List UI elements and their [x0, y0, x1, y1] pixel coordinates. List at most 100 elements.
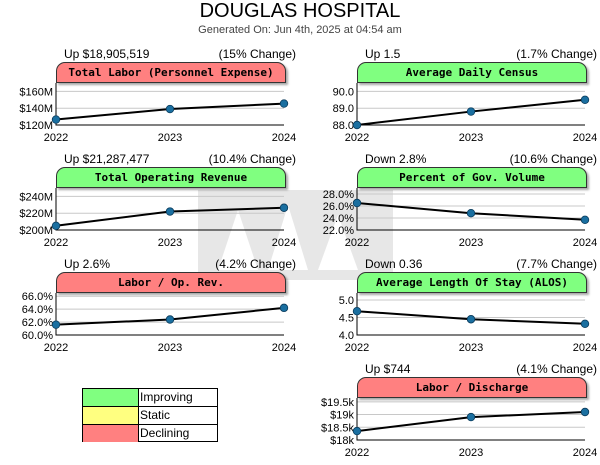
legend-item-declining: Declining [83, 425, 217, 442]
change-percent: (1.7% Change) [516, 47, 597, 61]
x-tick-label: 2022 [345, 447, 369, 459]
chart-panel-percent-gov-volume: Down 2.8% (10.6% Change) Percent of Gov.… [323, 152, 597, 254]
chart-plot: 28.0%26.0%24.0%22.0%2022 2023 2024 [323, 188, 597, 249]
x-tick-label: 2024 [573, 132, 597, 144]
change-percent: (10.4% Change) [208, 152, 296, 166]
y-tick-label: $160M [19, 86, 53, 98]
x-tick-label: 2024 [573, 237, 597, 249]
y-tick-label: $240M [19, 191, 53, 203]
data-point [352, 426, 362, 436]
change-summary: Down 2.8% [365, 152, 427, 166]
x-tick-label: 2022 [44, 132, 68, 144]
y-tick-label: 24.0% [323, 213, 354, 225]
chart-title: Total Labor (Personnel Expense) [56, 62, 286, 83]
data-point [580, 95, 590, 104]
data-point [165, 207, 175, 216]
x-tick-label: 2023 [459, 132, 483, 144]
chart-panel-average-daily-census: Up 1.5 (1.7% Change) Average Daily Censu… [333, 47, 598, 149]
data-point [279, 203, 289, 212]
data-point [580, 319, 590, 329]
y-tick-label: $120M [19, 120, 53, 132]
change-summary: Up 1.5 [365, 47, 401, 61]
change-percent: (7.7% Change) [516, 257, 597, 271]
chart-title: Percent of Gov. Volume [357, 167, 587, 188]
y-tick-label: 5.0 [339, 295, 354, 307]
data-point [466, 412, 476, 422]
y-tick-label: 4.5 [339, 313, 354, 325]
x-tick-label: 2022 [44, 237, 68, 249]
y-tick-label: 28.0% [323, 189, 354, 201]
legend-item-static: Static [83, 407, 217, 425]
y-tick-label: 22.0% [323, 225, 354, 237]
data-point [466, 107, 476, 116]
chart-panel-alos: Down 0.36 (7.7% Change) Average Length O… [339, 257, 598, 359]
x-tick-label: 2024 [272, 342, 296, 354]
data-point [580, 407, 590, 417]
chart-title: Average Daily Census [357, 62, 587, 83]
axis [356, 398, 585, 441]
axis [356, 293, 585, 336]
generated-timestamp: Generated On: Jun 4th, 2025 at 04:54 am [198, 24, 402, 36]
change-summary: Up $744 [365, 362, 411, 376]
x-tick-label: 2024 [573, 447, 597, 459]
y-tick-label: $220M [19, 208, 53, 220]
y-tick-label: 89.0 [333, 103, 354, 115]
legend-item-improving: Improving [83, 389, 217, 407]
change-percent: (4.2% Change) [215, 257, 296, 271]
y-tick-label: $140M [19, 103, 53, 115]
x-tick-label: 2024 [272, 237, 296, 249]
legend-swatch [83, 407, 139, 424]
change-summary: Up $18,905,519 [64, 47, 150, 61]
data-point [352, 198, 362, 208]
x-tick-label: 2024 [272, 132, 296, 144]
y-tick-label: 64.0% [22, 304, 53, 316]
change-percent: (4.1% Change) [516, 362, 597, 376]
data-point [279, 303, 289, 313]
data-point [466, 315, 476, 324]
data-point [352, 307, 362, 316]
page-title: DOUGLAS HOSPITAL [199, 0, 401, 22]
data-point [165, 315, 175, 324]
y-tick-label: $18.5k [321, 422, 355, 434]
legend-swatch [83, 389, 139, 406]
chart-title: Labor / Op. Rev. [56, 272, 286, 293]
x-tick-label: 2023 [459, 342, 483, 354]
y-tick-label: 90.0 [333, 86, 354, 98]
chart-panel-labor-op-rev: Up 2.6% (4.2% Change) Labor / Op. Rev. 6… [22, 257, 296, 359]
data-point [51, 221, 61, 230]
data-point [580, 215, 590, 224]
data-point [352, 120, 362, 130]
y-tick-label: 66.0% [22, 291, 53, 303]
y-tick-label: 26.0% [323, 201, 354, 213]
data-point [165, 104, 175, 114]
chart-title: Labor / Discharge [357, 377, 587, 398]
x-tick-label: 2022 [345, 237, 369, 249]
status-legend: Improving Static Declining [82, 388, 218, 442]
x-tick-label: 2022 [345, 342, 369, 354]
y-tick-label: $200M [19, 225, 53, 237]
x-tick-label: 2023 [158, 342, 182, 354]
change-summary: Up $21,287,477 [64, 152, 150, 166]
x-tick-label: 2023 [459, 447, 483, 459]
x-tick-label: 2023 [459, 237, 483, 249]
chart-title: Average Length Of Stay (ALOS) [357, 272, 587, 293]
x-tick-label: 2024 [573, 342, 597, 354]
axis [55, 293, 284, 336]
change-percent: (15% Change) [218, 47, 296, 61]
data-point [466, 209, 476, 218]
chart-panel-total-operating-revenue: Up $21,287,477 (10.4% Change) Total Oper… [19, 152, 296, 254]
legend-swatch [83, 425, 139, 442]
x-tick-label: 2023 [158, 132, 182, 144]
data-point [279, 99, 289, 108]
chart-panel-labor-discharge: Up $744 (4.1% Change) Labor / Discharge … [321, 362, 597, 464]
data-point [51, 320, 61, 329]
y-tick-label: 60.0% [22, 330, 53, 342]
legend-label: Static [140, 408, 171, 422]
chart-plot: 66.0%64.0%62.0%60.0%2022 2023 2024 [22, 291, 296, 354]
change-summary: Up 2.6% [64, 257, 111, 271]
y-tick-label: 62.0% [22, 317, 53, 329]
